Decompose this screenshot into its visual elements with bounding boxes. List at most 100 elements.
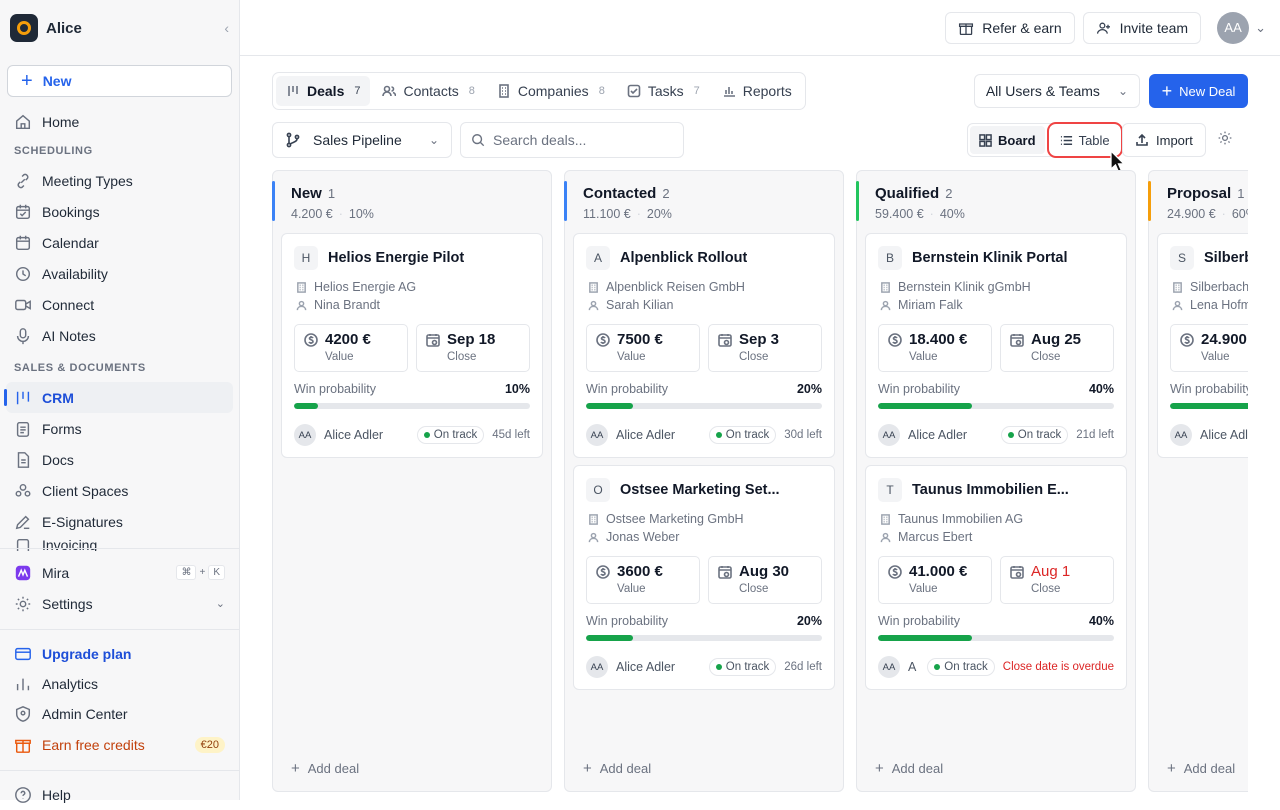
sidebar-item-connect[interactable]: Connect: [0, 289, 239, 320]
win-probability-label: Win probability: [294, 382, 376, 396]
sidebar-item-mira[interactable]: Mira ⌘+K: [0, 557, 239, 588]
help-icon: [14, 786, 32, 804]
tab-reports[interactable]: Reports: [712, 76, 802, 106]
sidebar-item-e-signatures[interactable]: E-Signatures: [0, 506, 239, 537]
column-title: Proposal: [1167, 185, 1231, 202]
column-count: 2: [662, 186, 669, 201]
sidebar-item-help[interactable]: Help: [0, 779, 239, 810]
clock-icon: [14, 265, 32, 283]
section-sales-documents: SALES & DOCUMENTS: [0, 354, 239, 382]
deal-title[interactable]: Ostsee Marketing Set...: [620, 482, 780, 498]
deal-value-stat: 3600 €Value: [586, 556, 700, 604]
user-avatar[interactable]: AA: [1217, 12, 1249, 44]
sidebar-item-bookings[interactable]: Bookings: [0, 196, 239, 227]
deal-title[interactable]: Silberbach: [1204, 250, 1248, 266]
sidebar-item-docs[interactable]: Docs: [0, 444, 239, 475]
sidebar-item-label: Meeting Types: [42, 173, 133, 189]
credit-card-icon: [14, 645, 32, 663]
pipeline-select[interactable]: Sales Pipeline ⌄: [272, 122, 452, 158]
sidebar-item-settings[interactable]: Settings ⌄: [0, 588, 239, 619]
tab-count: 7: [354, 85, 360, 97]
chevron-down-icon: ⌄: [216, 597, 225, 610]
sidebar-item-earn-credits[interactable]: Earn free credits €20: [0, 729, 239, 760]
sidebar-item-home[interactable]: Home: [0, 106, 239, 137]
kanban-icon: [14, 389, 32, 407]
deal-company: Alpenblick Reisen GmbH: [588, 278, 822, 296]
deal-close-label: Close: [1001, 351, 1113, 363]
sidebar-item-availability[interactable]: Availability: [0, 258, 239, 289]
pipeline-value: Sales Pipeline: [313, 132, 417, 148]
add-deal-button[interactable]: +Add deal: [1167, 760, 1235, 777]
new-deal-button[interactable]: + New Deal: [1149, 74, 1248, 108]
invite-team-button[interactable]: Invite team: [1083, 12, 1201, 44]
money-icon: [888, 565, 902, 579]
win-probability-fill: [294, 403, 318, 409]
sidebar-item-crm[interactable]: CRM: [6, 382, 233, 413]
user-icon: [296, 300, 307, 311]
branch-icon: [285, 132, 301, 148]
sidebar-item-analytics[interactable]: Analytics: [0, 669, 239, 699]
sidebar-item-label: Upgrade plan: [42, 646, 131, 662]
collapse-sidebar-icon[interactable]: ‹: [224, 20, 229, 36]
add-deal-button[interactable]: +Add deal: [583, 760, 651, 777]
sidebar-item-calendar[interactable]: Calendar: [0, 227, 239, 258]
win-probability-label: Win probability: [1170, 382, 1248, 396]
deal-title[interactable]: Alpenblick Rollout: [620, 250, 747, 266]
deal-title[interactable]: Taunus Immobilien E...: [912, 482, 1069, 498]
workspace-name[interactable]: Alice: [46, 20, 216, 37]
invite-team-label: Invite team: [1120, 20, 1188, 36]
deal-close-label: Close: [1001, 583, 1113, 595]
board-view-button[interactable]: Board: [970, 126, 1045, 154]
sidebar-item-meeting-types[interactable]: Meeting Types: [0, 165, 239, 196]
sidebar-item-client-spaces[interactable]: Client Spaces: [0, 475, 239, 506]
sidebar-item-upgrade-plan[interactable]: Upgrade plan: [0, 638, 239, 669]
sidebar-item-ai-notes[interactable]: AI Notes: [0, 320, 239, 351]
contact-name: Marcus Ebert: [898, 530, 972, 544]
column-percent: 20%: [647, 207, 672, 221]
users-teams-select[interactable]: All Users & Teams ⌄: [974, 74, 1140, 108]
sidebar-item-forms[interactable]: Forms: [0, 413, 239, 444]
refer-earn-label: Refer & earn: [982, 20, 1061, 36]
deal-title[interactable]: Bernstein Klinik Portal: [912, 250, 1068, 266]
user-icon: [588, 300, 599, 311]
chevron-down-icon: ⌄: [1118, 84, 1128, 98]
deal-initial: H: [294, 246, 318, 270]
tab-count: 7: [694, 85, 700, 97]
import-button[interactable]: Import: [1122, 123, 1206, 157]
document-icon: [14, 451, 32, 469]
tab-label: Reports: [743, 83, 792, 99]
sidebar-item-label: Availability: [42, 266, 108, 282]
owner-avatar: AA: [1170, 424, 1192, 446]
calendar-clock-icon: [718, 565, 732, 579]
add-deal-button[interactable]: +Add deal: [875, 760, 943, 777]
chevron-down-icon[interactable]: ⌄: [1255, 20, 1266, 36]
sidebar-item-label: Settings: [42, 596, 93, 612]
new-button[interactable]: +New: [7, 65, 232, 97]
board-settings-button[interactable]: [1217, 130, 1237, 150]
deal-contact: Nina Brandt: [296, 296, 530, 314]
building-icon: [497, 84, 511, 98]
refer-earn-button[interactable]: Refer & earn: [945, 12, 1074, 44]
status-badge: On track: [1001, 426, 1068, 444]
calendar-clock-icon: [1010, 565, 1024, 579]
sidebar: Alice ‹ +New Home SCHEDULING Meeting Typ…: [0, 0, 240, 800]
calendar-clock-icon: [426, 333, 440, 347]
add-deal-button[interactable]: +Add deal: [291, 760, 359, 777]
sidebar-item-admin-center[interactable]: Admin Center: [0, 699, 239, 729]
search-input[interactable]: [493, 132, 673, 148]
deal-title[interactable]: Helios Energie Pilot: [328, 250, 464, 266]
building-icon: [880, 514, 891, 525]
deal-card[interactable]: SSilberbachSilberbachLena Hofm24.900Valu…: [1157, 233, 1248, 458]
